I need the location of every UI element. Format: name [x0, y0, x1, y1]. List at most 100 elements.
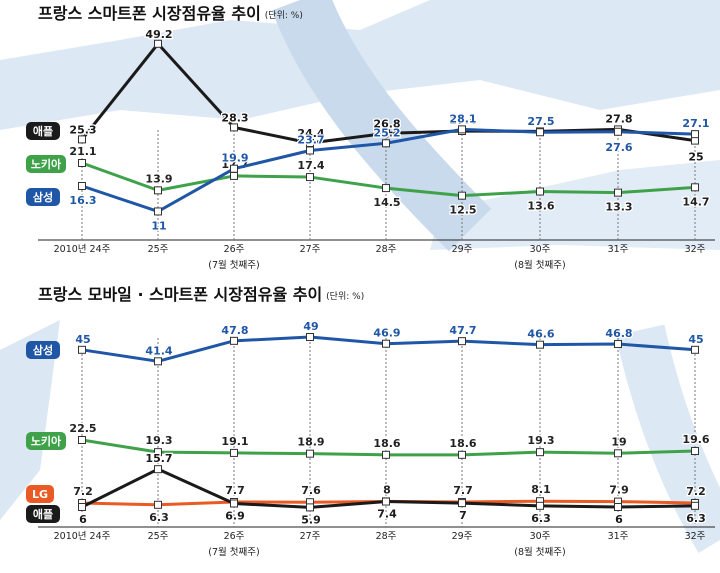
data-point — [382, 339, 390, 348]
data-point — [306, 503, 314, 512]
x-tick-sublabel: (7월 첫째주) — [208, 259, 259, 271]
legend-label: LG — [32, 488, 48, 501]
data-point — [230, 171, 238, 180]
chart-title: 프랑스 스마트폰 시장점유율 추이 — [38, 4, 261, 23]
data-point — [154, 357, 162, 366]
chart-mobile-smartphone-share: 프랑스 모바일 · 스마트폰 시장점유율 추이 (단위: %) 2010년 24주 2… — [26, 285, 715, 558]
x-tick-label: 25주 — [148, 531, 169, 542]
x-tick-label: 27주 — [300, 531, 321, 542]
unit-note: (단위: %) — [326, 291, 364, 302]
data-label: 7.2 — [686, 485, 706, 498]
data-label: 19.9 — [221, 152, 248, 165]
data-label: 47.8 — [221, 324, 248, 337]
chart-smartphone-share: 프랑스 스마트폰 시장점유율 추이 (단위: %) 2010년 24주 25주 26주 (… — [26, 4, 715, 271]
x-tick-label: 26주 — [224, 244, 245, 255]
data-label: 13.6 — [527, 200, 554, 213]
data-label: 27.4 — [449, 114, 476, 127]
data-label: 7.7 — [453, 484, 473, 497]
data-label: 19 — [611, 435, 626, 448]
legend-pill — [26, 432, 66, 450]
data-label: 17.4 — [297, 159, 324, 172]
series-애플: 6 15.7 6.9 5.9 7.4 7 6.3 6 6.3 애플 — [26, 451, 707, 528]
data-point — [306, 173, 314, 182]
data-point — [230, 164, 238, 173]
data-label: 6.3 — [531, 512, 551, 525]
data-label: 6.3 — [686, 512, 706, 525]
data-label: 7.4 — [377, 508, 397, 521]
data-label: 45 — [75, 333, 90, 346]
data-point — [691, 183, 699, 192]
x-tick-label: 2010년 24주 — [54, 244, 111, 255]
data-point — [458, 337, 466, 346]
data-point — [78, 159, 86, 167]
data-label: 22.5 — [69, 422, 96, 435]
series-삼성: 45 41.4 47.8 49 46.9 47.7 46.6 46.8 45 삼성 — [26, 319, 705, 366]
data-point — [230, 448, 238, 457]
legend-label: 애플 — [33, 124, 53, 138]
data-label: 23.7 — [297, 133, 324, 146]
data-label: 26.8 — [373, 117, 400, 130]
data-label: 16.3 — [69, 194, 96, 207]
data-label: 12.5 — [449, 204, 476, 217]
data-label: 7 — [459, 509, 467, 522]
data-point — [78, 345, 86, 354]
data-label: 25 — [688, 151, 703, 164]
data-label: 7.7 — [225, 484, 245, 497]
data-point — [154, 465, 162, 474]
data-point — [614, 340, 622, 349]
x-tick-label: 27주 — [300, 244, 321, 255]
data-point — [536, 128, 544, 137]
data-label: 7.6 — [301, 484, 321, 497]
data-label: 19.6 — [682, 433, 709, 446]
data-point — [78, 182, 86, 190]
data-label: 24.4 — [297, 127, 324, 140]
data-label: 27.3 — [527, 114, 554, 127]
data-label: 6.9 — [225, 509, 245, 522]
legend-label: 노키아 — [31, 434, 62, 448]
data-label: 46.8 — [605, 327, 632, 340]
x-tick-label: 28주 — [376, 244, 397, 255]
x-tick-label: 32주 — [685, 244, 706, 255]
data-point — [154, 39, 162, 48]
legend-pill — [26, 505, 60, 523]
x-tick-sublabel: (8월 첫째주) — [514, 546, 565, 558]
data-label: 8.1 — [531, 483, 551, 496]
data-point — [306, 333, 314, 341]
data-label: 27.6 — [605, 141, 632, 154]
data-point — [154, 207, 162, 216]
data-label: 7.9 — [609, 484, 629, 497]
data-point — [691, 345, 699, 354]
data-label: 28.1 — [449, 112, 476, 125]
data-point — [78, 503, 86, 511]
data-label: 25.3 — [69, 123, 96, 136]
legend-pill — [26, 122, 60, 140]
data-point — [458, 450, 466, 459]
data-point — [154, 448, 162, 457]
data-label: 27.8 — [605, 112, 632, 125]
chart-title: 프랑스 모바일 · 스마트폰 시장점유율 추이 — [38, 285, 322, 304]
x-tick-sublabel: (8월 첫째주) — [514, 259, 565, 271]
data-label: 21.1 — [69, 145, 96, 158]
data-label: 46.9 — [373, 327, 400, 340]
data-point — [691, 130, 699, 139]
data-point — [154, 500, 162, 509]
data-point — [230, 336, 238, 345]
data-label: 18.6 — [373, 437, 400, 450]
series-노키아: 22.5 19.3 19.1 18.9 18.6 18.6 19.3 19 19.6 노키아 — [26, 421, 711, 459]
x-tick-sublabel: (7월 첫째주) — [208, 546, 259, 558]
data-point — [458, 499, 466, 508]
data-point — [536, 187, 544, 196]
data-label: 49.2 — [145, 28, 172, 41]
data-label: 27.5 — [527, 115, 554, 128]
data-label: 47.7 — [449, 324, 476, 337]
x-tick-label: 26주 — [224, 531, 245, 542]
data-point — [536, 501, 544, 510]
data-label: 45 — [688, 333, 703, 346]
x-tick-label: 32주 — [685, 531, 706, 542]
data-point — [614, 188, 622, 197]
legend-label: 애플 — [33, 507, 53, 521]
x-tick-label: 2010년 24주 — [54, 531, 111, 542]
legend-pill — [26, 188, 60, 206]
